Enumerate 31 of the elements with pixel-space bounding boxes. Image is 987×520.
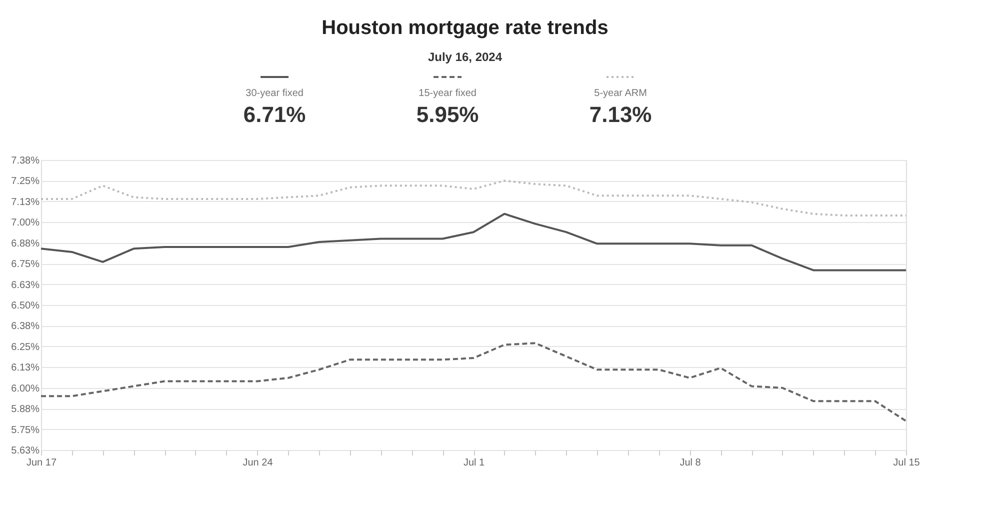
legend-label: 15-year fixed [418, 88, 476, 99]
y-tick-label: 5.63% [11, 446, 40, 456]
text: 7.13% [589, 102, 652, 127]
y-tick-label: 7.25% [11, 176, 40, 188]
chart-title: Houston mortgage rate trends [322, 17, 608, 39]
y-tick-label: 6.75% [11, 259, 40, 270]
x-tick-label: Jun 24 [242, 458, 274, 468]
y-tick-label: 6.25% [11, 342, 40, 353]
y-tick-label: 6.13% [11, 362, 40, 374]
y-tick-label: 5.75% [11, 424, 40, 436]
y-tick-label: 6.38% [11, 321, 40, 332]
y-tick-label: 5.88% [11, 404, 40, 416]
text: 6.71% [243, 102, 306, 127]
line-series [40, 180, 907, 217]
line-series [40, 212, 907, 272]
text: 5.95% [416, 102, 479, 127]
x-tick-label: Jul 1 [463, 458, 485, 468]
y-tick-label: 6.50% [11, 300, 40, 312]
legend-label: 30-year fixed [246, 88, 304, 99]
y-tick-label: 7.00% [11, 218, 40, 229]
y-tick-label: 7.38% [11, 156, 40, 166]
x-tick-label: Jul 15 [893, 458, 920, 468]
y-tick-label: 7.13% [11, 196, 40, 208]
chart-subtitle: July 16, 2024 [428, 50, 502, 64]
y-tick-label: 6.00% [11, 383, 40, 394]
line-series [40, 342, 907, 422]
x-tick-label: Jun 17 [26, 458, 57, 468]
y-tick-label: 6.88% [11, 238, 40, 250]
x-tick-label: Jul 8 [680, 458, 702, 468]
y-tick-label: 6.63% [11, 280, 40, 291]
legend-label: 5-year ARM [594, 88, 647, 99]
